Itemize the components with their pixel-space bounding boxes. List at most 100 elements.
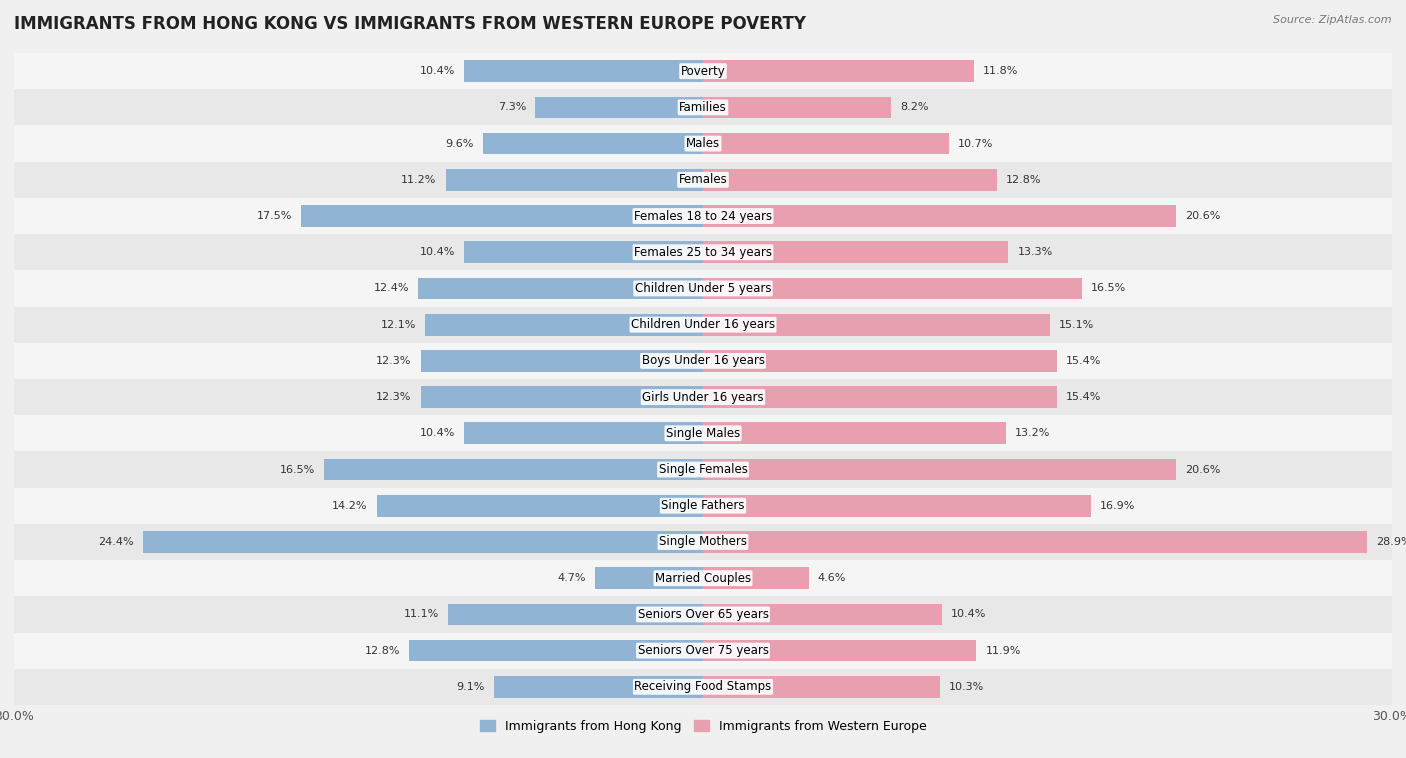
Bar	[464, 241, 703, 263]
Text: 7.3%: 7.3%	[498, 102, 526, 112]
Bar	[409, 640, 703, 662]
Text: Males: Males	[686, 137, 720, 150]
Bar	[449, 603, 703, 625]
Text: 10.4%: 10.4%	[419, 247, 456, 257]
Text: 15.4%: 15.4%	[1066, 356, 1101, 366]
Bar	[420, 387, 703, 408]
Text: 17.5%: 17.5%	[256, 211, 292, 221]
Bar	[703, 640, 976, 662]
Bar	[703, 169, 997, 191]
Text: Seniors Over 65 years: Seniors Over 65 years	[637, 608, 769, 621]
Bar	[14, 379, 1392, 415]
Bar	[420, 350, 703, 371]
Bar	[703, 96, 891, 118]
Bar	[418, 277, 703, 299]
Text: 15.4%: 15.4%	[1066, 392, 1101, 402]
Text: 10.7%: 10.7%	[957, 139, 993, 149]
Bar	[323, 459, 703, 481]
Bar	[703, 241, 1008, 263]
Text: 10.3%: 10.3%	[949, 682, 984, 692]
Bar	[703, 422, 1007, 444]
Bar	[14, 161, 1392, 198]
Text: 12.8%: 12.8%	[364, 646, 399, 656]
Bar	[14, 632, 1392, 669]
Text: 16.5%: 16.5%	[280, 465, 315, 475]
Text: Receiving Food Stamps: Receiving Food Stamps	[634, 681, 772, 694]
Bar	[703, 495, 1091, 517]
Text: Children Under 16 years: Children Under 16 years	[631, 318, 775, 331]
Bar	[142, 531, 703, 553]
Bar	[14, 415, 1392, 452]
Bar	[703, 205, 1175, 227]
Text: 9.6%: 9.6%	[444, 139, 474, 149]
Text: 20.6%: 20.6%	[1185, 465, 1220, 475]
Text: Married Couples: Married Couples	[655, 572, 751, 584]
Text: 16.9%: 16.9%	[1101, 501, 1136, 511]
Bar	[14, 89, 1392, 126]
Bar	[14, 560, 1392, 597]
Bar	[446, 169, 703, 191]
Text: Seniors Over 75 years: Seniors Over 75 years	[637, 644, 769, 657]
Bar	[703, 387, 1057, 408]
Text: 12.3%: 12.3%	[375, 392, 412, 402]
Text: 14.2%: 14.2%	[332, 501, 368, 511]
Bar	[14, 524, 1392, 560]
Text: Females: Females	[679, 174, 727, 186]
Text: 11.9%: 11.9%	[986, 646, 1021, 656]
Bar	[595, 567, 703, 589]
Text: 4.6%: 4.6%	[818, 573, 846, 583]
Bar	[14, 487, 1392, 524]
Text: 11.8%: 11.8%	[983, 66, 1018, 76]
Bar	[703, 61, 974, 82]
Text: Families: Families	[679, 101, 727, 114]
Bar	[482, 133, 703, 155]
Text: 11.1%: 11.1%	[404, 609, 439, 619]
Bar	[14, 306, 1392, 343]
Bar	[14, 198, 1392, 234]
Bar	[14, 234, 1392, 271]
Text: 10.4%: 10.4%	[419, 66, 456, 76]
Text: IMMIGRANTS FROM HONG KONG VS IMMIGRANTS FROM WESTERN EUROPE POVERTY: IMMIGRANTS FROM HONG KONG VS IMMIGRANTS …	[14, 15, 806, 33]
Bar	[703, 350, 1057, 371]
Text: Single Fathers: Single Fathers	[661, 500, 745, 512]
Text: 11.2%: 11.2%	[401, 175, 437, 185]
Bar	[703, 459, 1175, 481]
Bar	[494, 676, 703, 697]
Bar	[14, 53, 1392, 89]
Text: Boys Under 16 years: Boys Under 16 years	[641, 355, 765, 368]
Bar	[703, 676, 939, 697]
Text: 9.1%: 9.1%	[457, 682, 485, 692]
Text: Girls Under 16 years: Girls Under 16 years	[643, 390, 763, 403]
Bar	[536, 96, 703, 118]
Bar	[14, 597, 1392, 632]
Text: 15.1%: 15.1%	[1059, 320, 1094, 330]
Text: Single Females: Single Females	[658, 463, 748, 476]
Bar	[703, 133, 949, 155]
Bar	[703, 567, 808, 589]
Text: Single Males: Single Males	[666, 427, 740, 440]
Text: 12.4%: 12.4%	[374, 283, 409, 293]
Text: Poverty: Poverty	[681, 64, 725, 77]
Bar	[464, 61, 703, 82]
Text: 13.3%: 13.3%	[1018, 247, 1053, 257]
Bar	[14, 271, 1392, 306]
Bar	[425, 314, 703, 336]
Bar	[703, 314, 1050, 336]
Bar	[14, 343, 1392, 379]
Bar	[14, 669, 1392, 705]
Text: 12.3%: 12.3%	[375, 356, 412, 366]
Bar	[14, 452, 1392, 487]
Legend: Immigrants from Hong Kong, Immigrants from Western Europe: Immigrants from Hong Kong, Immigrants fr…	[475, 715, 931, 738]
Text: 8.2%: 8.2%	[900, 102, 929, 112]
Text: Females 25 to 34 years: Females 25 to 34 years	[634, 246, 772, 258]
Text: 24.4%: 24.4%	[98, 537, 134, 547]
Bar	[703, 277, 1083, 299]
Bar	[464, 422, 703, 444]
Text: Females 18 to 24 years: Females 18 to 24 years	[634, 209, 772, 223]
Text: 13.2%: 13.2%	[1015, 428, 1050, 438]
Text: 16.5%: 16.5%	[1091, 283, 1126, 293]
Text: Children Under 5 years: Children Under 5 years	[634, 282, 772, 295]
Text: 12.8%: 12.8%	[1007, 175, 1042, 185]
Text: 10.4%: 10.4%	[950, 609, 987, 619]
Bar	[301, 205, 703, 227]
